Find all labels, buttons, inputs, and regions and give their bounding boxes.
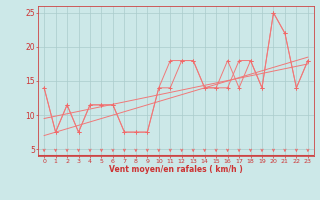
X-axis label: Vent moyen/en rafales ( km/h ): Vent moyen/en rafales ( km/h ) bbox=[109, 165, 243, 174]
